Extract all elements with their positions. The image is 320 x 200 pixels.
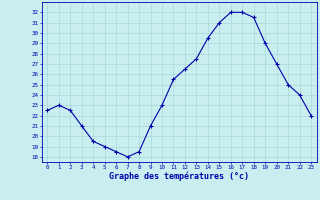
X-axis label: Graphe des températures (°c): Graphe des températures (°c) xyxy=(109,172,249,181)
